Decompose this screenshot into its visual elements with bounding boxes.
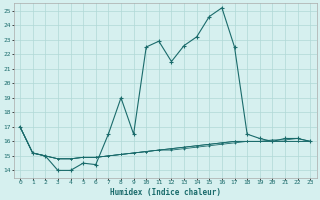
X-axis label: Humidex (Indice chaleur): Humidex (Indice chaleur) bbox=[110, 188, 220, 197]
